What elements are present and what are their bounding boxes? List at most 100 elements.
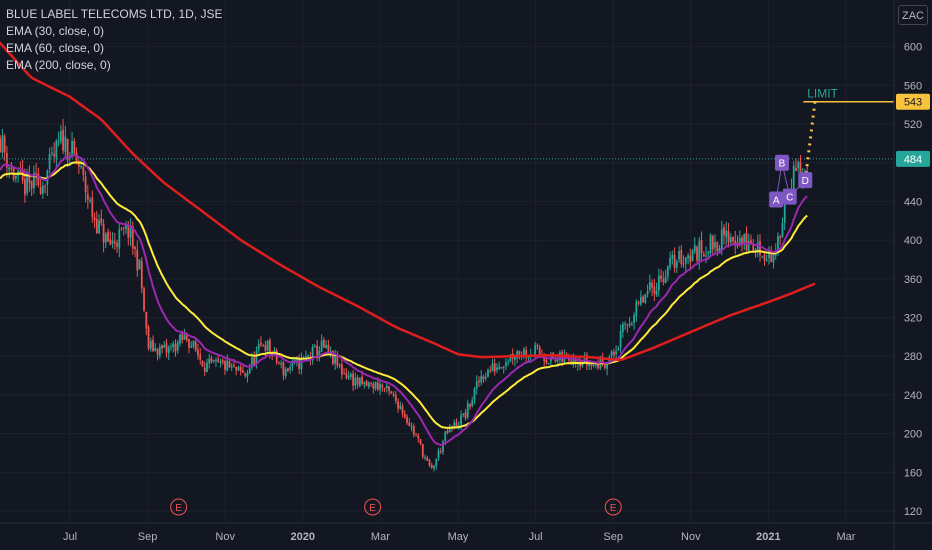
candle-body [71,140,73,156]
candle-body [698,241,701,261]
last-price-tag-bg [896,150,930,167]
price-axis-tick: 320 [904,313,922,325]
candle-body [62,129,65,151]
candle-body [311,347,314,361]
candle-body [361,376,363,384]
candle-body [165,343,168,353]
candle-body [693,245,696,252]
candle-body [666,266,669,277]
candle-body [545,359,548,364]
candle-body [188,339,190,348]
candle-body [718,248,721,252]
legend-ema200[interactable]: EMA (200, close, 0) [6,58,111,72]
candle-body [430,465,433,468]
time-axis-tick: Sep [138,531,158,543]
candle-body [765,259,768,261]
earnings-marker: E [604,498,622,516]
candle-body [163,344,166,348]
candle-body [287,368,289,371]
candle-body [50,152,53,154]
candle-body [113,241,116,244]
candle-body [300,357,303,370]
candle-body [792,165,795,190]
legend-title[interactable]: BLUE LABEL TELECOMS LTD, 1D, JSE [6,7,223,21]
candle-body [167,347,170,354]
candle-body [711,236,714,250]
candle-body [35,173,38,175]
candle-body [138,259,141,270]
candle-body [343,373,346,375]
earnings-marker-circle [604,498,622,516]
limit-price-tag-label: 543 [904,97,922,109]
candle-body [176,342,179,351]
candle-body [149,341,152,349]
candle-body [363,381,366,385]
price-axis-tick: 200 [904,429,922,441]
candle-body [379,383,381,390]
candle-body [77,160,80,167]
earnings-marker-circle [364,498,382,516]
ema200-line [0,41,816,362]
candle-body [583,356,586,362]
candle-body [426,457,429,461]
candle-body [741,237,743,246]
candle-body [278,362,280,364]
candle-body [356,377,359,385]
time-axis-tick: Nov [681,531,701,543]
candle-body [729,237,732,243]
candle-body [201,360,204,367]
candle-body [462,413,465,416]
pattern-label-c: C [786,193,793,204]
candle-body [98,220,100,234]
legend-ema60[interactable]: EMA (60, close, 0) [6,41,105,55]
candle-body [648,282,651,290]
currency-badge[interactable]: ZAC [898,5,928,25]
legend-ema30[interactable]: EMA (30, close, 0) [6,24,105,38]
earnings-marker: E [364,498,382,516]
candle-body [725,230,728,238]
candle-body [707,251,710,254]
candle-body [534,345,537,356]
candle-body [161,345,163,349]
candle-body [437,450,440,459]
candle-body [322,339,325,348]
candle-body [475,381,478,389]
candle-body [518,351,521,355]
candle-body [212,359,215,362]
price-axis-tick: 600 [904,42,922,54]
candle-body [678,251,680,260]
candle-body [289,366,292,370]
price-axis-tick: 160 [904,467,922,479]
candle-body [109,239,112,245]
candle-body [637,302,640,304]
candle-body [26,173,29,194]
candle-body [626,324,629,326]
candle-body [709,234,712,253]
candle-body [349,373,352,377]
candle-body [738,237,741,245]
pattern-label-a: A [773,195,780,206]
candle-body [781,223,784,237]
candle-body [210,357,213,362]
candle-body [327,344,330,353]
candle-body [525,350,528,358]
candle-body [230,365,233,368]
time-axis-tick: Sep [603,531,623,543]
candle-body [8,167,11,170]
candle-body [705,255,707,257]
pattern-label-bg [774,154,789,171]
price-axis-tick: 520 [904,119,922,131]
candle-body [453,422,456,428]
candle-body [500,367,503,369]
candle-body [95,218,98,234]
candle-body [239,367,242,372]
candle-body [206,362,208,373]
price-axis-tick: 560 [904,80,922,92]
candle-body [487,369,489,377]
candle-body [334,355,337,364]
candle-body [403,413,406,418]
candle-body [194,342,197,351]
candle-body [3,136,6,153]
candle-body [140,261,143,289]
